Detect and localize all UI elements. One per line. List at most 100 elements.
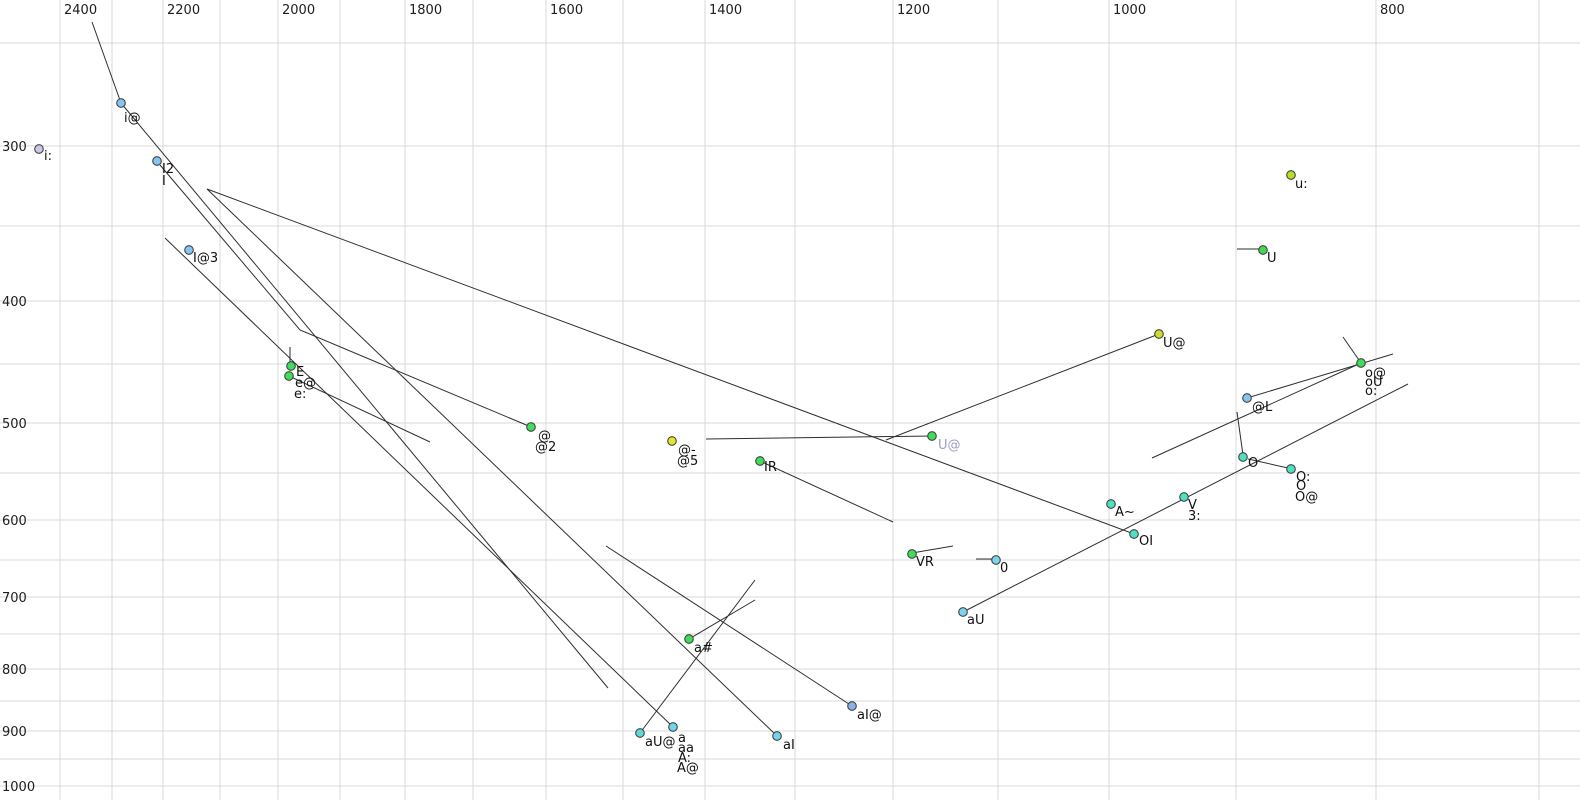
x-tick-label-1600: 1600 [550, 3, 583, 18]
point-@L[interactable] [1242, 393, 1252, 403]
point-U@[interactable] [1154, 329, 1164, 339]
point-label-aa-3: A@ [677, 761, 699, 776]
point-label-E: E [296, 365, 304, 380]
point-label-A~: A~ [1115, 505, 1135, 520]
trajectory-@L-18 [1246, 353, 1394, 399]
point-label-V3:: V [1188, 498, 1197, 513]
x-tick-label-1800: 1800 [409, 3, 442, 18]
point-label-@--1: @5 [677, 454, 698, 469]
trajectory-O-21 [1247, 458, 1289, 469]
point-label-U@: U@ [1163, 336, 1186, 351]
point-label-V3:-1: 3: [1188, 509, 1201, 524]
point-label-a#: a# [694, 641, 713, 656]
trajectory-VR-14 [911, 545, 954, 554]
point-label-i:: i: [44, 149, 52, 164]
x-tick-label-1200: 1200 [897, 3, 930, 18]
point-label-u:: u: [1295, 177, 1308, 192]
point-U@-grey[interactable] [927, 431, 937, 441]
point-label-@-: @- [678, 443, 696, 458]
point-label-@L: @L [1252, 400, 1273, 415]
point-I@3[interactable] [184, 245, 194, 255]
point-label-VR: VR [916, 555, 934, 570]
point-e@[interactable] [284, 371, 294, 381]
point-U[interactable] [1258, 245, 1268, 255]
point-E[interactable] [286, 361, 296, 371]
point-aI[interactable] [772, 731, 782, 741]
trajectory-I2-3 [159, 164, 532, 428]
y-axis-tick-labels: 300 400 500 600 700 800 900 1000 [2, 140, 35, 795]
point-label-OI: OI [1139, 534, 1153, 549]
point-label-IR: IR [764, 460, 777, 475]
trajectory-IR-9 [759, 460, 894, 523]
point-O[interactable] [1238, 452, 1248, 462]
point-IR[interactable] [755, 456, 765, 466]
y-tick-label-1000: 1000 [2, 780, 35, 795]
y-tick-label-800: 800 [2, 663, 27, 678]
point-label-I2: I2 [162, 162, 174, 177]
point-0[interactable] [991, 555, 1001, 565]
y-tick-label-900: 900 [2, 725, 27, 740]
trajectory-a#-10 [688, 599, 756, 640]
trajectory-aI-11 [206, 188, 778, 737]
point-label-e@-1: e: [294, 387, 306, 402]
point-label-0: 0 [1000, 561, 1008, 576]
point-O:[interactable] [1286, 464, 1296, 474]
trajectory-OI-4 [206, 188, 1135, 535]
point-VR[interactable] [907, 549, 917, 559]
point-@-[interactable] [667, 436, 677, 446]
point-OI[interactable] [1129, 529, 1139, 539]
point-label-o@-1: oU [1365, 375, 1382, 390]
point-label-aU: aU [967, 613, 984, 628]
trajectory-i@-1 [120, 102, 609, 689]
point-u:[interactable] [1286, 170, 1296, 180]
trajectory-aI@-12 [605, 545, 853, 707]
point-a#[interactable] [684, 634, 694, 644]
y-tick-label-700: 700 [2, 591, 27, 606]
point-@2[interactable] [526, 422, 536, 432]
point-i:[interactable] [34, 144, 44, 154]
x-tick-label-1400: 1400 [709, 3, 742, 18]
point-V3:[interactable] [1179, 492, 1189, 502]
point-o@[interactable] [1356, 358, 1366, 368]
point-label-O: O [1248, 456, 1258, 471]
y-tick-label-500: 500 [2, 417, 27, 432]
trajectory-U@-7 [885, 333, 1160, 441]
trajectory-o@-17 [1342, 336, 1362, 364]
point-aI@[interactable] [847, 701, 857, 711]
y-tick-label-300: 300 [2, 140, 27, 155]
point-aU@[interactable] [635, 728, 645, 738]
point-A~[interactable] [1106, 499, 1116, 509]
point-label-aa-1: aa [678, 741, 694, 756]
y-tick-label-400: 400 [2, 295, 27, 310]
trajectory-i@-0 [91, 21, 122, 104]
x-tick-label-1000: 1000 [1113, 3, 1146, 18]
x-tick-label-2200: 2200 [167, 3, 200, 18]
point-label-aa-2: A: [678, 751, 691, 766]
point-label-@2-1: @2 [535, 440, 556, 455]
x-tick-label-2000: 2000 [282, 3, 315, 18]
point-i@[interactable] [116, 98, 126, 108]
trajectory-aU@-13 [639, 579, 756, 734]
point-label-e@: e@ [295, 376, 316, 391]
point-label-i@: i@ [124, 111, 141, 126]
point-label-@2: @ [538, 429, 551, 444]
x-axis-tick-labels: 2400 2200 2000 1800 1600 1400 1200 1000 800 [64, 3, 1405, 18]
point-label-aI: aI [783, 738, 795, 753]
point-I2[interactable] [152, 156, 162, 166]
point-aa[interactable] [668, 722, 678, 732]
point-label-I2-1: I [162, 174, 166, 189]
point-label-aI@: aI@ [857, 708, 882, 723]
point-label-o@: o@ [1365, 366, 1386, 381]
point-labels: i: i@ I2I I@3 Ee@e: @@2 @-@5 IR U@ U@ u: Uo@oUo: @L O… [44, 111, 1386, 776]
trajectory-o@-19 [1151, 362, 1362, 459]
point-label-U: U [1267, 251, 1277, 266]
point-label-O:: O: [1296, 470, 1310, 485]
trajectory-e@-5 [288, 375, 431, 443]
point-aU[interactable] [958, 607, 968, 617]
point-label-U@-grey: U@ [938, 438, 961, 453]
trajectory-O-20 [1236, 411, 1244, 456]
x-tick-label-2400: 2400 [64, 3, 97, 18]
